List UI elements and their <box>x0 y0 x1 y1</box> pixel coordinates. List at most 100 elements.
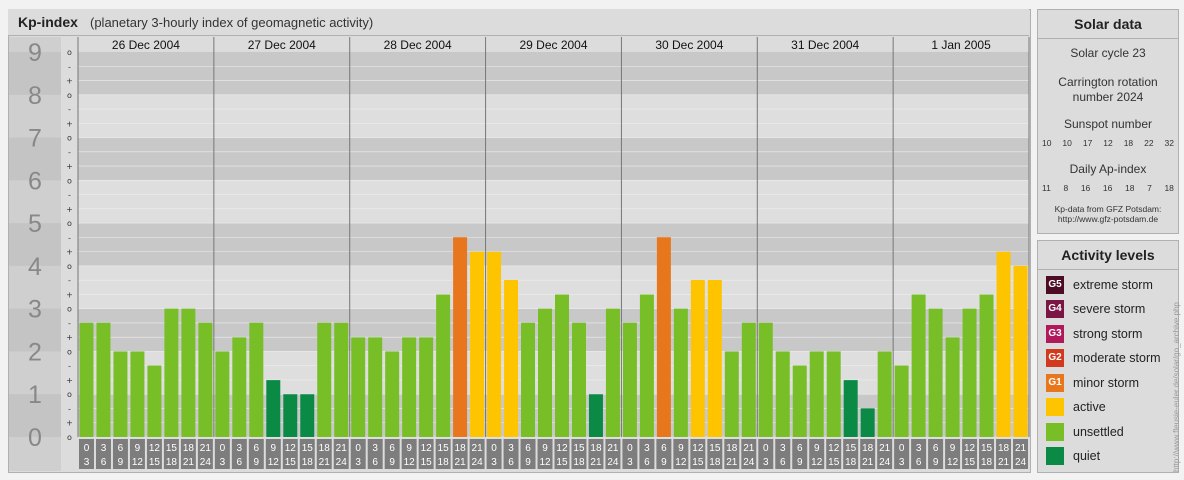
kp-bar <box>351 337 366 437</box>
kp-bar <box>826 351 841 437</box>
kp-bar <box>504 280 519 437</box>
hour-end-label: 18 <box>845 457 857 468</box>
hour-end-label: 12 <box>132 457 144 468</box>
hour-end-label: 15 <box>285 457 297 468</box>
minor-tick-label: - <box>68 62 71 71</box>
chart-title: Kp-index <box>18 14 78 30</box>
y-tick-label: 8 <box>28 82 42 110</box>
hour-end-label: 24 <box>607 457 619 468</box>
hour-start-label: 18 <box>455 443 467 454</box>
hour-start-label: 15 <box>709 443 721 454</box>
hour-end-label: 12 <box>268 457 280 468</box>
hour-cell <box>996 439 1012 469</box>
hour-start-label: 3 <box>508 443 514 454</box>
hour-start-label: 15 <box>845 443 857 454</box>
hour-end-label: 6 <box>916 457 922 468</box>
hour-end-label: 18 <box>709 457 721 468</box>
hour-start-label: 12 <box>556 443 568 454</box>
hour-end-label: 18 <box>302 457 314 468</box>
hour-start-label: 12 <box>285 443 297 454</box>
hour-start-label: 9 <box>135 443 141 454</box>
hour-cell <box>146 439 162 469</box>
ap-value: 11 <box>1042 183 1051 193</box>
kp-bar <box>928 308 943 437</box>
hour-start-label: 15 <box>573 443 585 454</box>
hour-start-label: 18 <box>862 443 874 454</box>
hour-end-label: 3 <box>899 457 905 468</box>
kp-bar <box>164 308 179 437</box>
minor-tick-label: - <box>68 362 71 371</box>
kp-bar <box>860 408 875 437</box>
y-tick-label: 3 <box>28 296 42 324</box>
kp-bar <box>130 351 145 437</box>
hour-start-label: 12 <box>692 443 704 454</box>
hour-end-label: 12 <box>404 457 416 468</box>
hour-end-label: 12 <box>675 457 687 468</box>
y-tick-label: 7 <box>28 125 42 153</box>
kp-bar <box>979 294 994 437</box>
kp-bar <box>368 337 383 437</box>
hour-end-label: 6 <box>237 457 243 468</box>
hour-end-label: 18 <box>166 457 178 468</box>
solar-cycle: Solar cycle 23 <box>1070 46 1146 60</box>
hour-end-label: 6 <box>372 457 378 468</box>
watermark-url: http://www.fleusie-euler.de/solar/go_arc… <box>1172 302 1181 472</box>
hour-cell <box>79 439 94 469</box>
hour-cell <box>214 439 230 469</box>
kp-bar <box>996 251 1011 437</box>
hour-start-label: 18 <box>183 443 195 454</box>
hour-cell <box>673 439 689 469</box>
hour-start-label: 21 <box>472 443 484 454</box>
day-label: 28 Dec 2004 <box>384 38 452 52</box>
hour-end-label: 15 <box>149 457 161 468</box>
hour-start-label: 6 <box>661 443 667 454</box>
hour-start-label: 3 <box>237 443 243 454</box>
ap-value: 16 <box>1080 183 1091 193</box>
hour-cell <box>758 439 774 469</box>
hour-end-label: 21 <box>319 457 331 468</box>
hour-cell <box>775 439 791 469</box>
hour-start-label: 3 <box>644 443 650 454</box>
hour-cell <box>367 439 383 469</box>
hour-end-label: 9 <box>933 457 939 468</box>
hour-cell <box>792 439 808 469</box>
hour-cell <box>316 439 332 469</box>
minor-tick-label: o <box>67 48 72 57</box>
hour-cell <box>911 439 927 469</box>
sunspot-value: 10 <box>1042 138 1052 148</box>
sunspot-value: 32 <box>1164 138 1174 148</box>
hour-cell <box>163 439 179 469</box>
kp-bar <box>639 294 654 437</box>
y-tick-label: 5 <box>28 210 42 238</box>
hour-end-label: 15 <box>556 457 568 468</box>
hour-start-label: 9 <box>814 443 820 454</box>
kp-bar <box>555 294 569 437</box>
kp-bar <box>741 322 756 437</box>
y-tick-label: 4 <box>28 253 42 281</box>
carrington-line-2: number 2024 <box>1072 90 1144 104</box>
hour-cell <box>690 439 706 469</box>
hour-end-label: 9 <box>661 457 667 468</box>
hour-cell <box>384 439 400 469</box>
minor-tick-label: + <box>66 419 73 428</box>
hour-cell <box>231 439 247 469</box>
chart-subtitle: (planetary 3-hourly index of geomagnetic… <box>90 15 374 30</box>
minor-tick-label: o <box>67 390 72 399</box>
kp-bar <box>487 251 502 437</box>
plot-band <box>78 308 1029 352</box>
hour-cell <box>843 439 859 469</box>
hour-cell <box>265 439 281 469</box>
hour-cell <box>622 439 638 469</box>
hour-cell <box>282 439 298 469</box>
minor-tick-label: o <box>67 305 72 314</box>
hour-start-label: 0 <box>84 443 90 454</box>
kp-bar <box>707 280 722 437</box>
hour-cell <box>928 439 944 469</box>
legend-label: active <box>1073 400 1106 414</box>
kp-bar <box>147 365 162 437</box>
hour-end-label: 24 <box>879 457 891 468</box>
hour-start-label: 21 <box>1015 443 1027 454</box>
legend-label: moderate storm <box>1073 351 1161 365</box>
hour-cell <box>129 439 145 469</box>
